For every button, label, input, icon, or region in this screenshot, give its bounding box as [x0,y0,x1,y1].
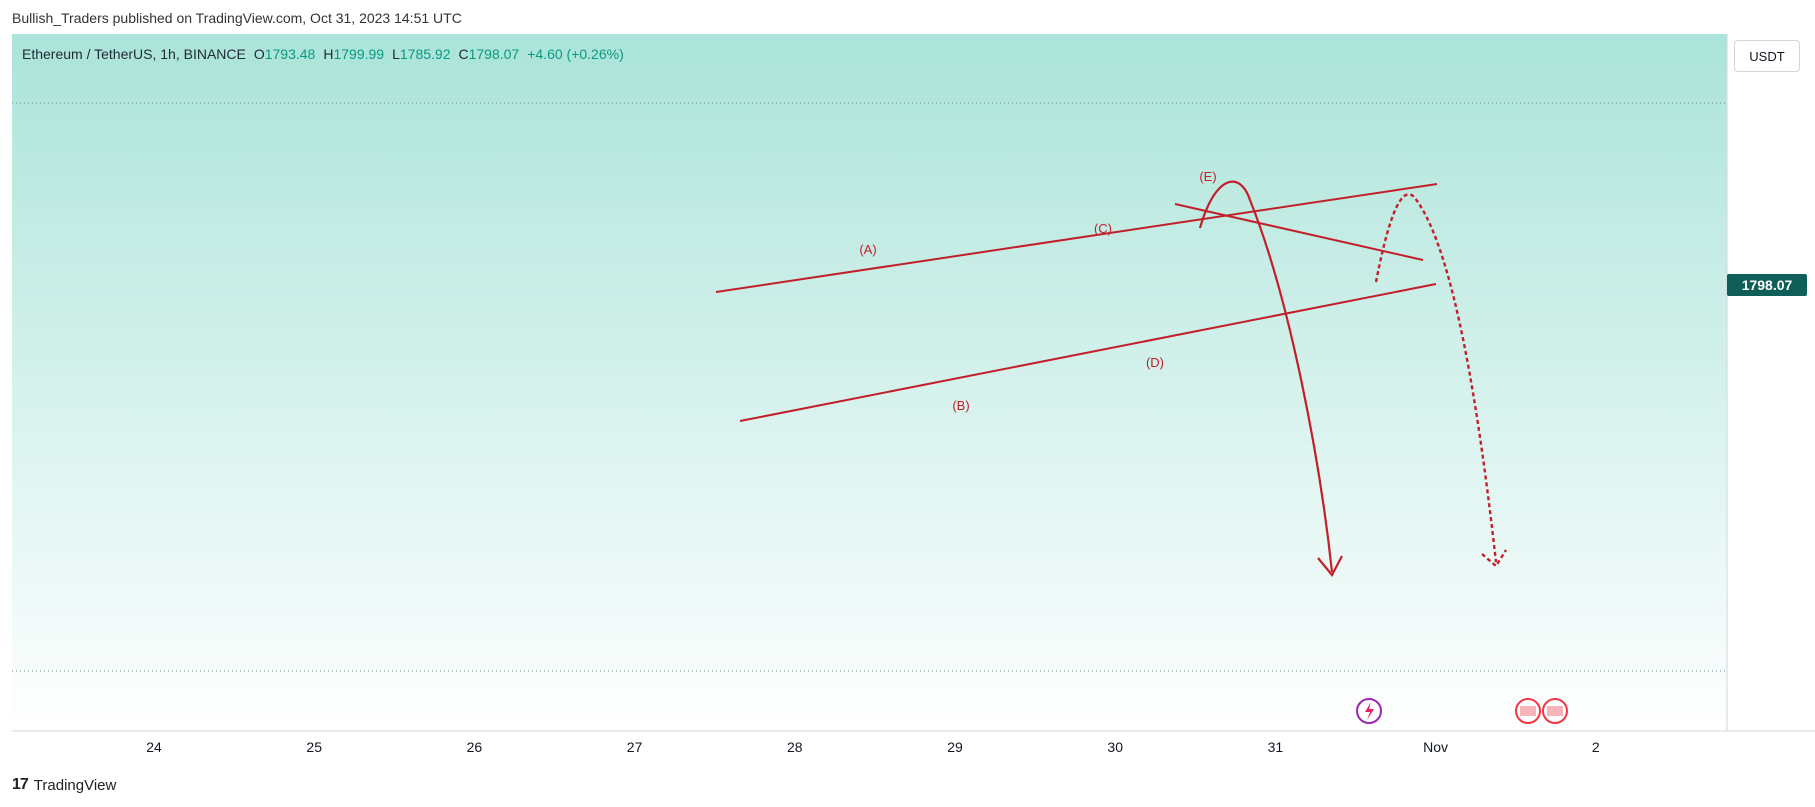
wedge-lower-trendline [739,283,1437,422]
us-flag-icon-1 [1520,706,1536,716]
open-label: O [253,46,265,62]
x-tick-label: 2 [1592,739,1600,755]
low-label: L [392,46,400,62]
high-label: H [323,46,334,62]
x-tick-label: 28 [787,739,803,755]
lightning-bolt-icon [1365,702,1374,720]
x-tick-label: 29 [947,739,963,755]
x-tick-label: 24 [146,739,162,755]
wave-label: (C) [1094,221,1112,236]
tradingview-logo-icon: 17 [12,776,29,793]
x-tick-label: Nov [1423,739,1448,755]
wave-label: (B) [952,398,969,413]
x-tick-label: 27 [627,739,643,755]
change-value: +4.60 (+0.26%) [527,46,624,62]
projection-arrow-solid [1198,180,1334,573]
projection-arrowhead-dotted [1481,549,1508,568]
projection-arrowhead-solid [1317,555,1343,577]
close-label: C [458,46,469,62]
x-tick-label: 26 [467,739,483,755]
x-tick-label: 25 [306,739,322,755]
wave-label: (A) [859,242,876,257]
publish-info: Bullish_Traders published on TradingView… [12,10,462,26]
wedge-upper-trendline [715,183,1438,293]
footer-brand-name: TradingView [33,776,117,794]
event-icons[interactable] [1356,698,1568,724]
wave-label: (D) [1146,355,1164,370]
open-value: 1793.48 [264,46,316,62]
low-value: 1785.92 [399,46,451,62]
footer-brand[interactable]: 17 TradingView [12,776,116,794]
symbol-legend[interactable]: Ethereum / TetherUS, 1h, BINANCE O1793.4… [22,46,624,62]
plot-background [12,34,1727,731]
currency-button[interactable]: USDT [1734,40,1800,72]
us-flag-icon-2 [1547,706,1563,716]
wave-label: (E) [1199,169,1216,184]
current-price-tag: 1798.07 [1727,274,1807,296]
x-tick-label: 30 [1107,739,1123,755]
high-value: 1799.99 [333,46,385,62]
symbol-name[interactable]: Ethereum / TetherUS, 1h, BINANCE [22,46,246,62]
x-tick-label: 31 [1268,739,1284,755]
close-value: 1798.07 [468,46,520,62]
